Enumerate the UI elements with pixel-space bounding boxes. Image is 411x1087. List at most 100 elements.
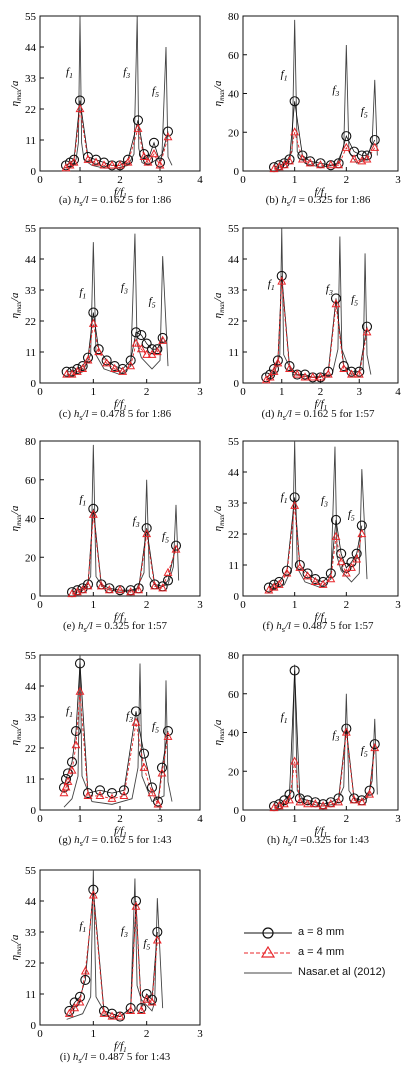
point-a4 [131, 901, 141, 910]
point-a8 [136, 1003, 147, 1014]
point-a8 [148, 137, 160, 148]
point-a4 [323, 369, 333, 378]
point-a8 [323, 366, 334, 377]
series-line-a4 [69, 895, 158, 1017]
point-a8 [69, 997, 80, 1008]
caption-c: (c) hs/l = 0.478 5 for 1:86 [58, 408, 172, 423]
point-a4 [78, 363, 88, 373]
point-a4 [341, 568, 351, 577]
point-a4 [102, 358, 112, 367]
x-tick-label: 0 [240, 386, 246, 398]
plot-frame [242, 654, 399, 811]
y-tick-label: 55 [25, 865, 37, 877]
point-a4 [91, 157, 101, 166]
y-axis-label: ηmax/a [9, 292, 23, 318]
point-a8 [294, 793, 305, 804]
point-a4 [157, 768, 167, 777]
point-a4 [292, 369, 302, 378]
y-tick-label: 33 [25, 712, 37, 724]
point-a8 [302, 568, 313, 579]
point-a4 [115, 1011, 125, 1020]
point-a8 [82, 352, 94, 363]
peak-label-f1: f1 [281, 68, 288, 82]
peak-label-f3: f3 [332, 729, 339, 743]
point-a4 [71, 740, 81, 749]
point-a4 [142, 994, 152, 1003]
point-a4 [104, 585, 114, 594]
point-a4 [341, 727, 351, 736]
caption-prefix: (c) [58, 408, 74, 420]
peak-label-f3: f3 [121, 281, 128, 295]
y-tick-label: 44 [25, 254, 37, 266]
point-a8 [162, 726, 174, 737]
point-a8 [356, 150, 367, 161]
y-axis-label: ηmax/a [212, 292, 226, 318]
point-a4 [94, 346, 104, 356]
point-a4 [72, 587, 82, 596]
point-a4 [308, 372, 318, 381]
x-tick-label: 1 [91, 1028, 97, 1040]
x-tick-label: 3 [357, 386, 363, 398]
point-a8 [68, 154, 80, 165]
point-a4 [326, 574, 336, 583]
point-a4 [59, 788, 69, 797]
point-a8 [268, 363, 280, 374]
point-a8 [94, 785, 106, 796]
x-tick-label: 3 [395, 813, 401, 825]
x-tick-label: 4 [197, 174, 203, 186]
peak-label-f1: f1 [79, 287, 86, 301]
y-tick-label: 0 [234, 166, 240, 178]
point-a4 [126, 587, 136, 596]
point-a8 [162, 126, 174, 137]
point-a4 [352, 554, 362, 563]
series-line-a8 [266, 275, 368, 378]
point-a8 [138, 748, 150, 759]
x-tick-label: 3 [157, 813, 163, 825]
x-tick-label: 3 [395, 599, 401, 611]
point-a4 [139, 151, 149, 161]
point-a4 [78, 585, 88, 594]
series-line-nasar [273, 19, 378, 170]
caption-prefix: (a) [58, 194, 74, 206]
legend-entry-a4: a = 4 mm [240, 946, 410, 960]
peak-label-f5: f5 [351, 294, 358, 308]
point-a8 [361, 150, 373, 161]
point-a4 [96, 581, 106, 590]
point-a8 [146, 994, 158, 1005]
point-a8 [130, 327, 142, 338]
series-line-nasar [66, 870, 164, 1020]
point-a8 [341, 131, 352, 142]
point-a4 [290, 127, 300, 136]
point-a4 [365, 789, 375, 798]
point-a4 [362, 154, 372, 163]
series-line-a8 [273, 670, 376, 807]
point-a4 [69, 157, 79, 166]
plot-frame [39, 15, 201, 172]
y-tick-label: 33 [25, 285, 37, 297]
point-a4 [316, 160, 325, 169]
point-a4 [75, 997, 85, 1006]
y-tick-label: 55 [228, 436, 240, 448]
plot-frame [39, 440, 201, 597]
x-tick-label: 1 [279, 386, 285, 398]
point-a8 [156, 762, 168, 773]
y-tick-label: 0 [31, 591, 37, 603]
point-a8 [284, 789, 295, 800]
caption-prefix: (e) [62, 620, 78, 632]
point-a4 [334, 160, 344, 169]
point-a4 [62, 369, 72, 378]
y-tick-label: 40 [228, 728, 240, 740]
point-a4 [136, 344, 146, 353]
point-a8 [294, 559, 305, 571]
x-tick-label: 0 [240, 599, 246, 611]
point-a4 [107, 160, 117, 169]
point-a8 [272, 355, 283, 366]
caption-a: (a) hs/l = 0.162 5 for 1:86 [58, 194, 172, 209]
point-a4 [88, 509, 98, 518]
point-a4 [88, 318, 98, 327]
point-a4 [303, 571, 313, 580]
point-a8 [354, 366, 365, 377]
